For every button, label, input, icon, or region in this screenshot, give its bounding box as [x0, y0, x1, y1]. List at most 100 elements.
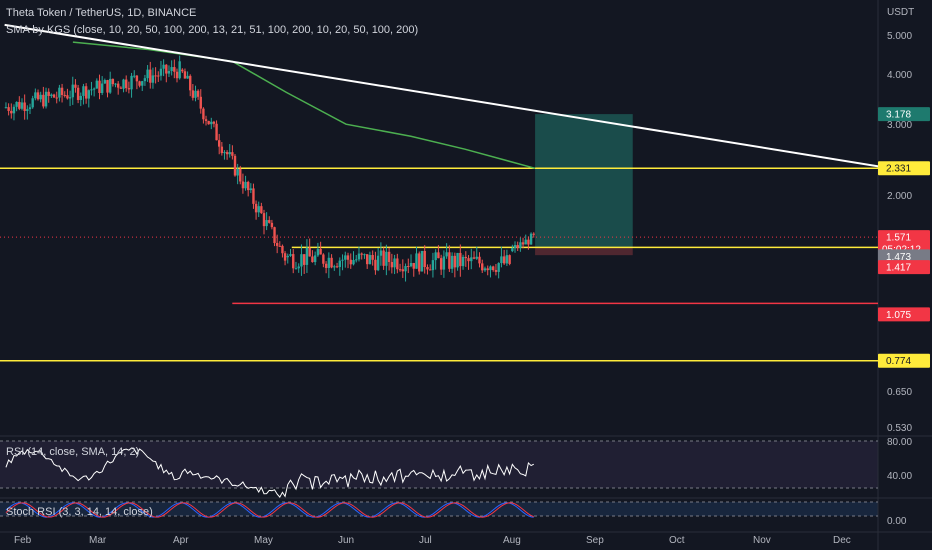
- candle-body: [273, 227, 276, 244]
- candle-body: [52, 94, 56, 98]
- price-tag: 3.178: [878, 107, 930, 122]
- time-tick-label: Jul: [419, 535, 432, 546]
- candle-body: [122, 79, 125, 89]
- candle-body: [423, 250, 426, 268]
- candle-body: [294, 268, 298, 270]
- candle-body: [393, 258, 396, 268]
- candle-body: [519, 242, 522, 248]
- stoch-rsi-indicator-label: Stoch RSI (3, 3, 14, 14, close): [6, 506, 153, 518]
- time-tick-label: Jun: [338, 535, 354, 546]
- candle-body: [450, 255, 454, 269]
- candle-body: [183, 71, 187, 79]
- candle-body: [387, 251, 391, 263]
- candle-body: [472, 257, 476, 259]
- candle-body: [92, 88, 96, 90]
- candle-body: [239, 168, 242, 182]
- candle-body: [467, 258, 470, 262]
- candle-body: [300, 254, 303, 267]
- candle-body: [7, 107, 10, 111]
- candle-body: [532, 233, 535, 235]
- candle-body: [491, 266, 495, 271]
- candle-body: [297, 266, 300, 269]
- candle-body: [133, 75, 136, 77]
- candle-body: [98, 80, 101, 94]
- candle-body: [464, 256, 468, 259]
- candle-body: [220, 146, 224, 154]
- price-tag-bg: [878, 249, 930, 264]
- candle-body: [34, 92, 37, 99]
- candle-body: [233, 155, 237, 176]
- candle-body: [445, 252, 448, 257]
- stoch-tick-label: 0.00: [887, 516, 907, 527]
- price-tag-bg: [878, 260, 930, 275]
- time-tick-label: Feb: [14, 535, 32, 546]
- candle-body: [135, 75, 139, 82]
- candle-body: [186, 75, 189, 79]
- time-tick-label: Oct: [669, 535, 685, 546]
- candles-group: [4, 55, 535, 282]
- time-tick-label: Dec: [833, 535, 851, 546]
- candle-body: [360, 253, 363, 255]
- candle-body: [114, 83, 117, 85]
- candle-body: [418, 253, 421, 272]
- candle-body: [66, 95, 69, 99]
- candle-body: [202, 108, 205, 120]
- stop-zone: [535, 247, 633, 256]
- candle-body: [529, 233, 533, 245]
- rsi-indicator-label: RSI (14, close, SMA, 14, 2): [6, 446, 140, 458]
- candle-body: [327, 257, 331, 268]
- candle-body: [12, 106, 16, 114]
- candle-body: [412, 263, 415, 269]
- candle-body: [119, 87, 123, 89]
- price-tag: 1.473: [878, 249, 930, 264]
- candle-body: [236, 168, 239, 176]
- candle-body: [210, 121, 213, 125]
- price-tick-label: 0.530: [887, 423, 912, 434]
- candle-body: [138, 81, 141, 86]
- candle-body: [439, 258, 443, 270]
- candle-body: [159, 68, 163, 76]
- candle-body: [82, 86, 85, 96]
- time-tick-label: Aug: [503, 535, 521, 546]
- candle-body: [275, 243, 279, 246]
- candle-body: [338, 260, 342, 268]
- price-tag-label: 1.417: [886, 263, 911, 274]
- candle-body: [365, 254, 369, 265]
- candle-body: [76, 87, 80, 100]
- candle-body: [71, 84, 74, 98]
- candle-body: [204, 119, 208, 121]
- candle-body: [341, 259, 344, 261]
- candle-body: [79, 95, 82, 100]
- candle-body: [199, 96, 202, 109]
- candle-body: [382, 250, 385, 266]
- candle-body: [415, 253, 418, 269]
- candle-body: [292, 254, 295, 269]
- price-tag-label: 1.571: [886, 233, 911, 244]
- price-tick-label: 5.000: [887, 31, 912, 42]
- candle-body: [502, 256, 506, 264]
- candle-body: [191, 90, 195, 98]
- candle-body: [428, 269, 432, 271]
- rsi-tick-label: 80.00: [887, 437, 912, 448]
- candle-body: [173, 67, 176, 72]
- candle-body: [196, 90, 200, 97]
- candle-body: [157, 75, 160, 77]
- candle-body: [4, 107, 8, 109]
- candle-body: [231, 152, 234, 156]
- candle-body: [407, 266, 410, 268]
- candle-body: [456, 252, 459, 268]
- rsi-band: [0, 441, 878, 488]
- candle-body: [125, 79, 128, 89]
- sma-indicator-label: SMA by KGS (close, 10, 20, 50, 100, 200,…: [6, 24, 419, 36]
- price-tag-label: 0.774: [886, 356, 911, 367]
- candle-body: [127, 88, 131, 90]
- candle-body: [215, 123, 218, 141]
- candle-body: [95, 80, 99, 89]
- candle-body: [218, 140, 221, 147]
- candle-body: [368, 255, 372, 265]
- rsi-tick-label: 40.00: [887, 471, 912, 482]
- candle-body: [281, 245, 284, 254]
- candle-body: [44, 91, 48, 107]
- candle-body: [141, 81, 144, 86]
